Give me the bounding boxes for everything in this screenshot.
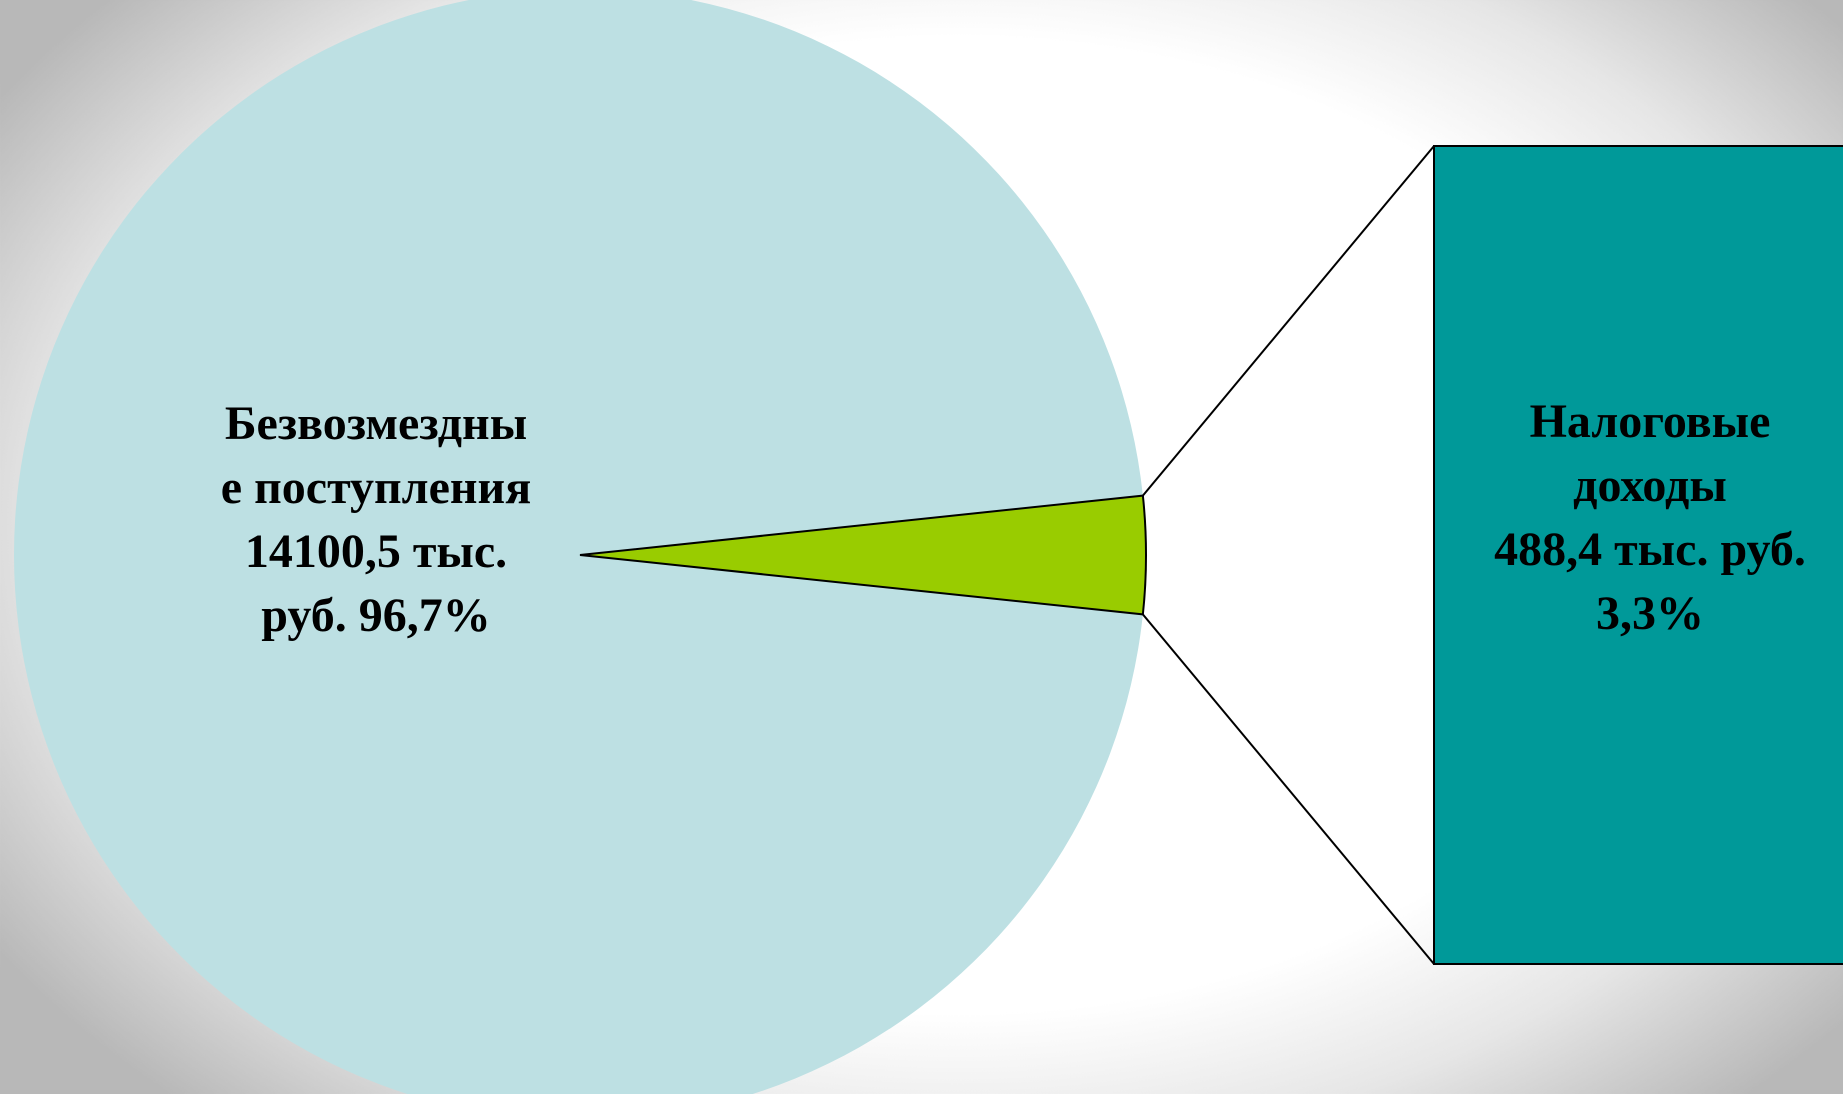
slice-label-detail-line-2: доходы (1573, 459, 1727, 512)
connector-line-top (1142, 145, 1435, 497)
slice-label-detail-line-4: 3,3% (1596, 587, 1704, 640)
pie-slice-main (13, 0, 1143, 1094)
slice-label-main-line-3: 14100,5 тыс. (244, 525, 508, 578)
slice-label-detail-line-3: 488,4 тыс. руб. (1494, 523, 1806, 576)
slice-label-main-line-2: е поступления (220, 461, 532, 514)
slice-label-detail-line-1: Налоговые (1529, 395, 1771, 448)
connector-line-bottom (1142, 613, 1435, 965)
slice-label-main-line-1: Безвозмездны (224, 397, 528, 450)
pie-slice-small (579, 494, 1147, 616)
slice-label-main: Безвозмездны е поступления 14100,5 тыс. … (176, 392, 576, 648)
slice-label-detail: Налоговые доходы 488,4 тыс. руб. 3,3% (1440, 390, 1843, 646)
detail-bar-segment (1433, 145, 1843, 965)
slice-label-main-line-4: руб. 96,7% (261, 589, 491, 642)
